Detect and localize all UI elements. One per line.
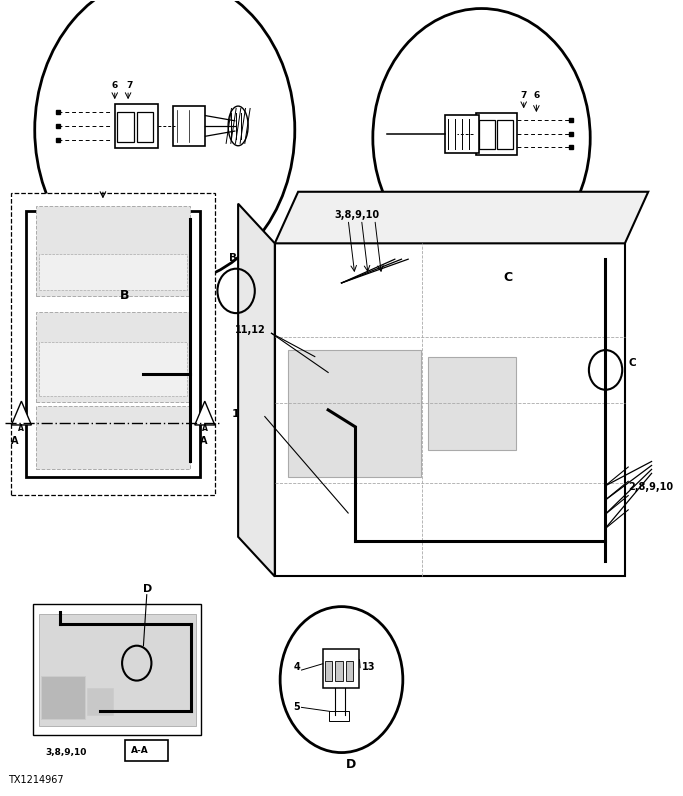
FancyBboxPatch shape [40,341,186,396]
Polygon shape [195,401,214,425]
Text: C: C [629,358,637,368]
Text: A: A [200,436,208,446]
FancyBboxPatch shape [36,311,190,402]
FancyBboxPatch shape [335,661,343,681]
Text: A-A: A-A [131,747,149,755]
FancyBboxPatch shape [497,120,513,149]
FancyBboxPatch shape [325,661,332,681]
FancyBboxPatch shape [36,406,190,470]
FancyBboxPatch shape [323,650,359,688]
FancyBboxPatch shape [42,676,85,720]
FancyBboxPatch shape [137,111,154,142]
FancyBboxPatch shape [329,712,350,721]
FancyBboxPatch shape [12,193,214,495]
Text: 7: 7 [520,91,527,100]
FancyBboxPatch shape [288,350,421,477]
Text: 11,12: 11,12 [235,326,266,335]
Polygon shape [275,244,625,576]
Text: 3,8,9,10: 3,8,9,10 [335,210,380,220]
Text: 3,8,9,10: 3,8,9,10 [45,748,87,757]
FancyBboxPatch shape [26,211,200,478]
Polygon shape [275,192,648,244]
Text: B: B [120,289,130,302]
Polygon shape [238,204,275,576]
FancyBboxPatch shape [33,604,201,736]
Text: 1: 1 [232,408,239,419]
Text: 7: 7 [126,81,133,90]
FancyBboxPatch shape [40,254,186,291]
Text: 5: 5 [294,702,301,712]
FancyBboxPatch shape [173,106,206,146]
Text: 6: 6 [111,81,117,90]
Text: 4: 4 [294,662,301,672]
Text: 13: 13 [361,662,375,672]
Text: TX1214967: TX1214967 [8,775,64,785]
FancyBboxPatch shape [479,120,494,149]
FancyBboxPatch shape [39,614,196,726]
Text: A: A [18,424,25,433]
Text: 2,8,9,10: 2,8,9,10 [628,482,673,492]
Text: 6: 6 [533,91,540,100]
FancyBboxPatch shape [126,739,168,760]
FancyBboxPatch shape [428,357,516,450]
Text: B: B [229,253,238,263]
FancyBboxPatch shape [445,115,479,153]
Polygon shape [12,401,31,425]
Text: A: A [202,424,208,433]
Text: D: D [346,759,357,771]
FancyBboxPatch shape [346,661,354,681]
Text: D: D [143,584,153,595]
Ellipse shape [228,106,248,146]
FancyBboxPatch shape [115,103,158,148]
Text: A: A [12,436,19,446]
FancyBboxPatch shape [87,688,113,716]
Text: C: C [503,271,513,284]
FancyBboxPatch shape [476,113,517,155]
FancyBboxPatch shape [36,206,190,296]
FancyBboxPatch shape [117,111,134,142]
